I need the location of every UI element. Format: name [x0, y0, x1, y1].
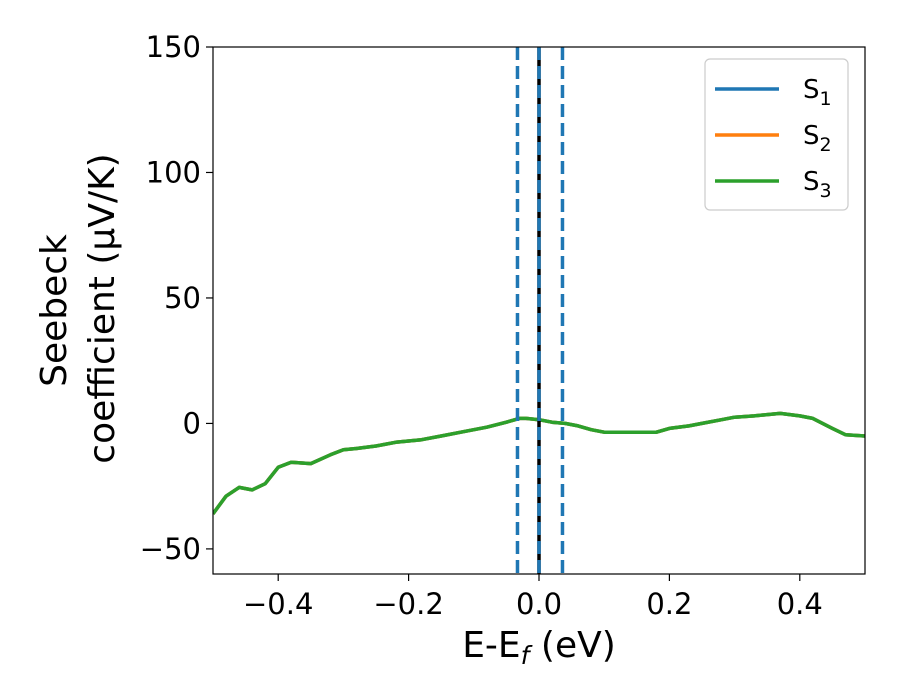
- legend-label-1: S1: [803, 75, 832, 110]
- x-tick-label: −0.2: [373, 587, 443, 621]
- plot-area: [213, 47, 865, 574]
- y-tick-label: 100: [146, 155, 201, 189]
- legend-label-3: S3: [803, 167, 832, 202]
- y-axis-label-line1: Seebeck: [34, 234, 75, 387]
- x-tick-label: 0.2: [646, 587, 692, 621]
- x-tick-label: −0.4: [243, 587, 313, 621]
- x-axis-label: E-Ef (eV): [462, 625, 616, 670]
- legend-label-2: S2: [803, 121, 832, 156]
- y-axis-label-line2: coefficient (μV/K): [82, 153, 123, 463]
- y-tick-label: −50: [140, 532, 201, 566]
- plot-content: [213, 47, 865, 574]
- legend: S1 S2 S3: [704, 58, 849, 211]
- x-tick-label: 0.0: [516, 587, 562, 621]
- x-tick-label: 0.4: [777, 587, 823, 621]
- axes: −0.4 −0.2 0.0 0.2 0.4 −50 0 50 100 150: [140, 30, 866, 621]
- y-tick-label: 50: [164, 281, 201, 315]
- y-tick-label: 150: [146, 30, 201, 64]
- y-tick-label: 0: [183, 406, 201, 440]
- series-line-3: [213, 411, 865, 515]
